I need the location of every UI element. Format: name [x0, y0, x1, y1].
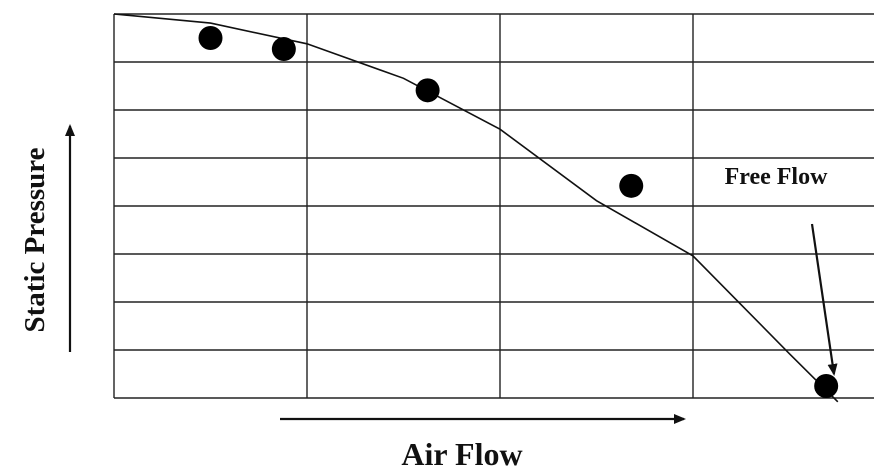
data-point: [814, 374, 839, 398]
series-line: [113, 13, 839, 403]
data-point: [415, 78, 440, 103]
grid: [113, 13, 874, 399]
y-axis-label: Static Pressure: [19, 147, 51, 332]
annotation-free-flow: Free Flow: [725, 164, 829, 190]
data-point: [198, 26, 223, 50]
data-point: [619, 173, 644, 198]
annotation-arrow: [810, 223, 838, 376]
x-axis-label: Air Flow: [401, 436, 522, 468]
data-point: [271, 37, 296, 62]
data-points: [198, 26, 839, 398]
